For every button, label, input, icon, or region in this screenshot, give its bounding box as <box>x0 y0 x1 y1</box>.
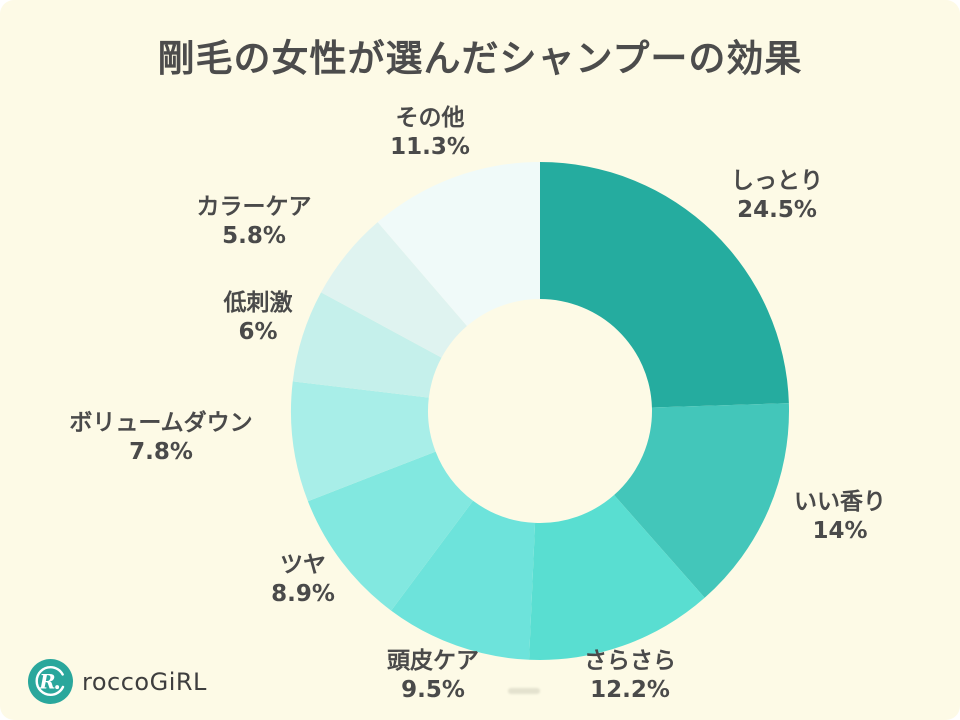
slice-label-mild: 低刺激 6% <box>224 289 293 347</box>
slice-label-volume-down: ボリュームダウン 7.8% <box>69 409 252 467</box>
chart-title: 剛毛の女性が選んだシャンプーの効果 <box>157 37 803 80</box>
slice-label-moist: しっとり 24.5% <box>731 167 823 225</box>
pie-slice-6 <box>292 292 442 398</box>
svg-text:R: R <box>38 671 55 694</box>
pie-slice-2 <box>529 495 705 661</box>
pie-slice-1 <box>614 403 790 598</box>
slice-percent: 14% <box>812 518 868 544</box>
pie-slice-3 <box>391 500 536 660</box>
slice-percent: 6% <box>238 319 278 345</box>
slice-name: 頭皮ケア <box>387 648 479 674</box>
slice-label-scalp-care: 頭皮ケア 9.5% <box>387 647 479 705</box>
slice-percent: 11.3% <box>390 134 470 160</box>
brand-logo: R roccoGiRL <box>28 659 207 704</box>
slice-name: ツヤ <box>279 552 326 578</box>
brand-name: roccoGiRL <box>82 667 207 696</box>
slice-name: カラーケア <box>196 194 312 220</box>
slice-percent: 9.5% <box>401 677 465 703</box>
pie-slice-5 <box>290 381 436 502</box>
slice-percent: 5.8% <box>222 223 286 249</box>
slice-percent: 7.8% <box>129 439 193 465</box>
pie-slice-4 <box>307 451 474 611</box>
slice-name: ボリュームダウン <box>69 410 253 436</box>
slice-label-shine: ツヤ 8.9% <box>271 551 335 609</box>
pie-slice-0 <box>540 162 789 408</box>
roccogirl-logo-icon: R <box>28 659 73 704</box>
slice-label-color-care: カラーケア 5.8% <box>197 193 312 251</box>
slice-name: 低刺激 <box>223 290 293 316</box>
pie-slice-7 <box>321 222 467 358</box>
slice-percent: 8.9% <box>271 581 335 607</box>
slice-label-other: その他 11.3% <box>390 104 470 162</box>
slice-percent: 24.5% <box>737 197 817 223</box>
slice-name: いい香り <box>794 489 886 515</box>
pie-slice-8 <box>377 162 540 327</box>
slice-percent: 12.2% <box>590 677 670 703</box>
slice-name: しっとり <box>731 168 823 194</box>
watermark-smudge <box>508 688 540 694</box>
slice-name: さらさら <box>584 648 676 674</box>
slice-name: その他 <box>395 105 465 131</box>
slice-label-smooth: さらさら 12.2% <box>584 647 676 705</box>
slice-label-good-scent: いい香り 14% <box>794 488 886 546</box>
